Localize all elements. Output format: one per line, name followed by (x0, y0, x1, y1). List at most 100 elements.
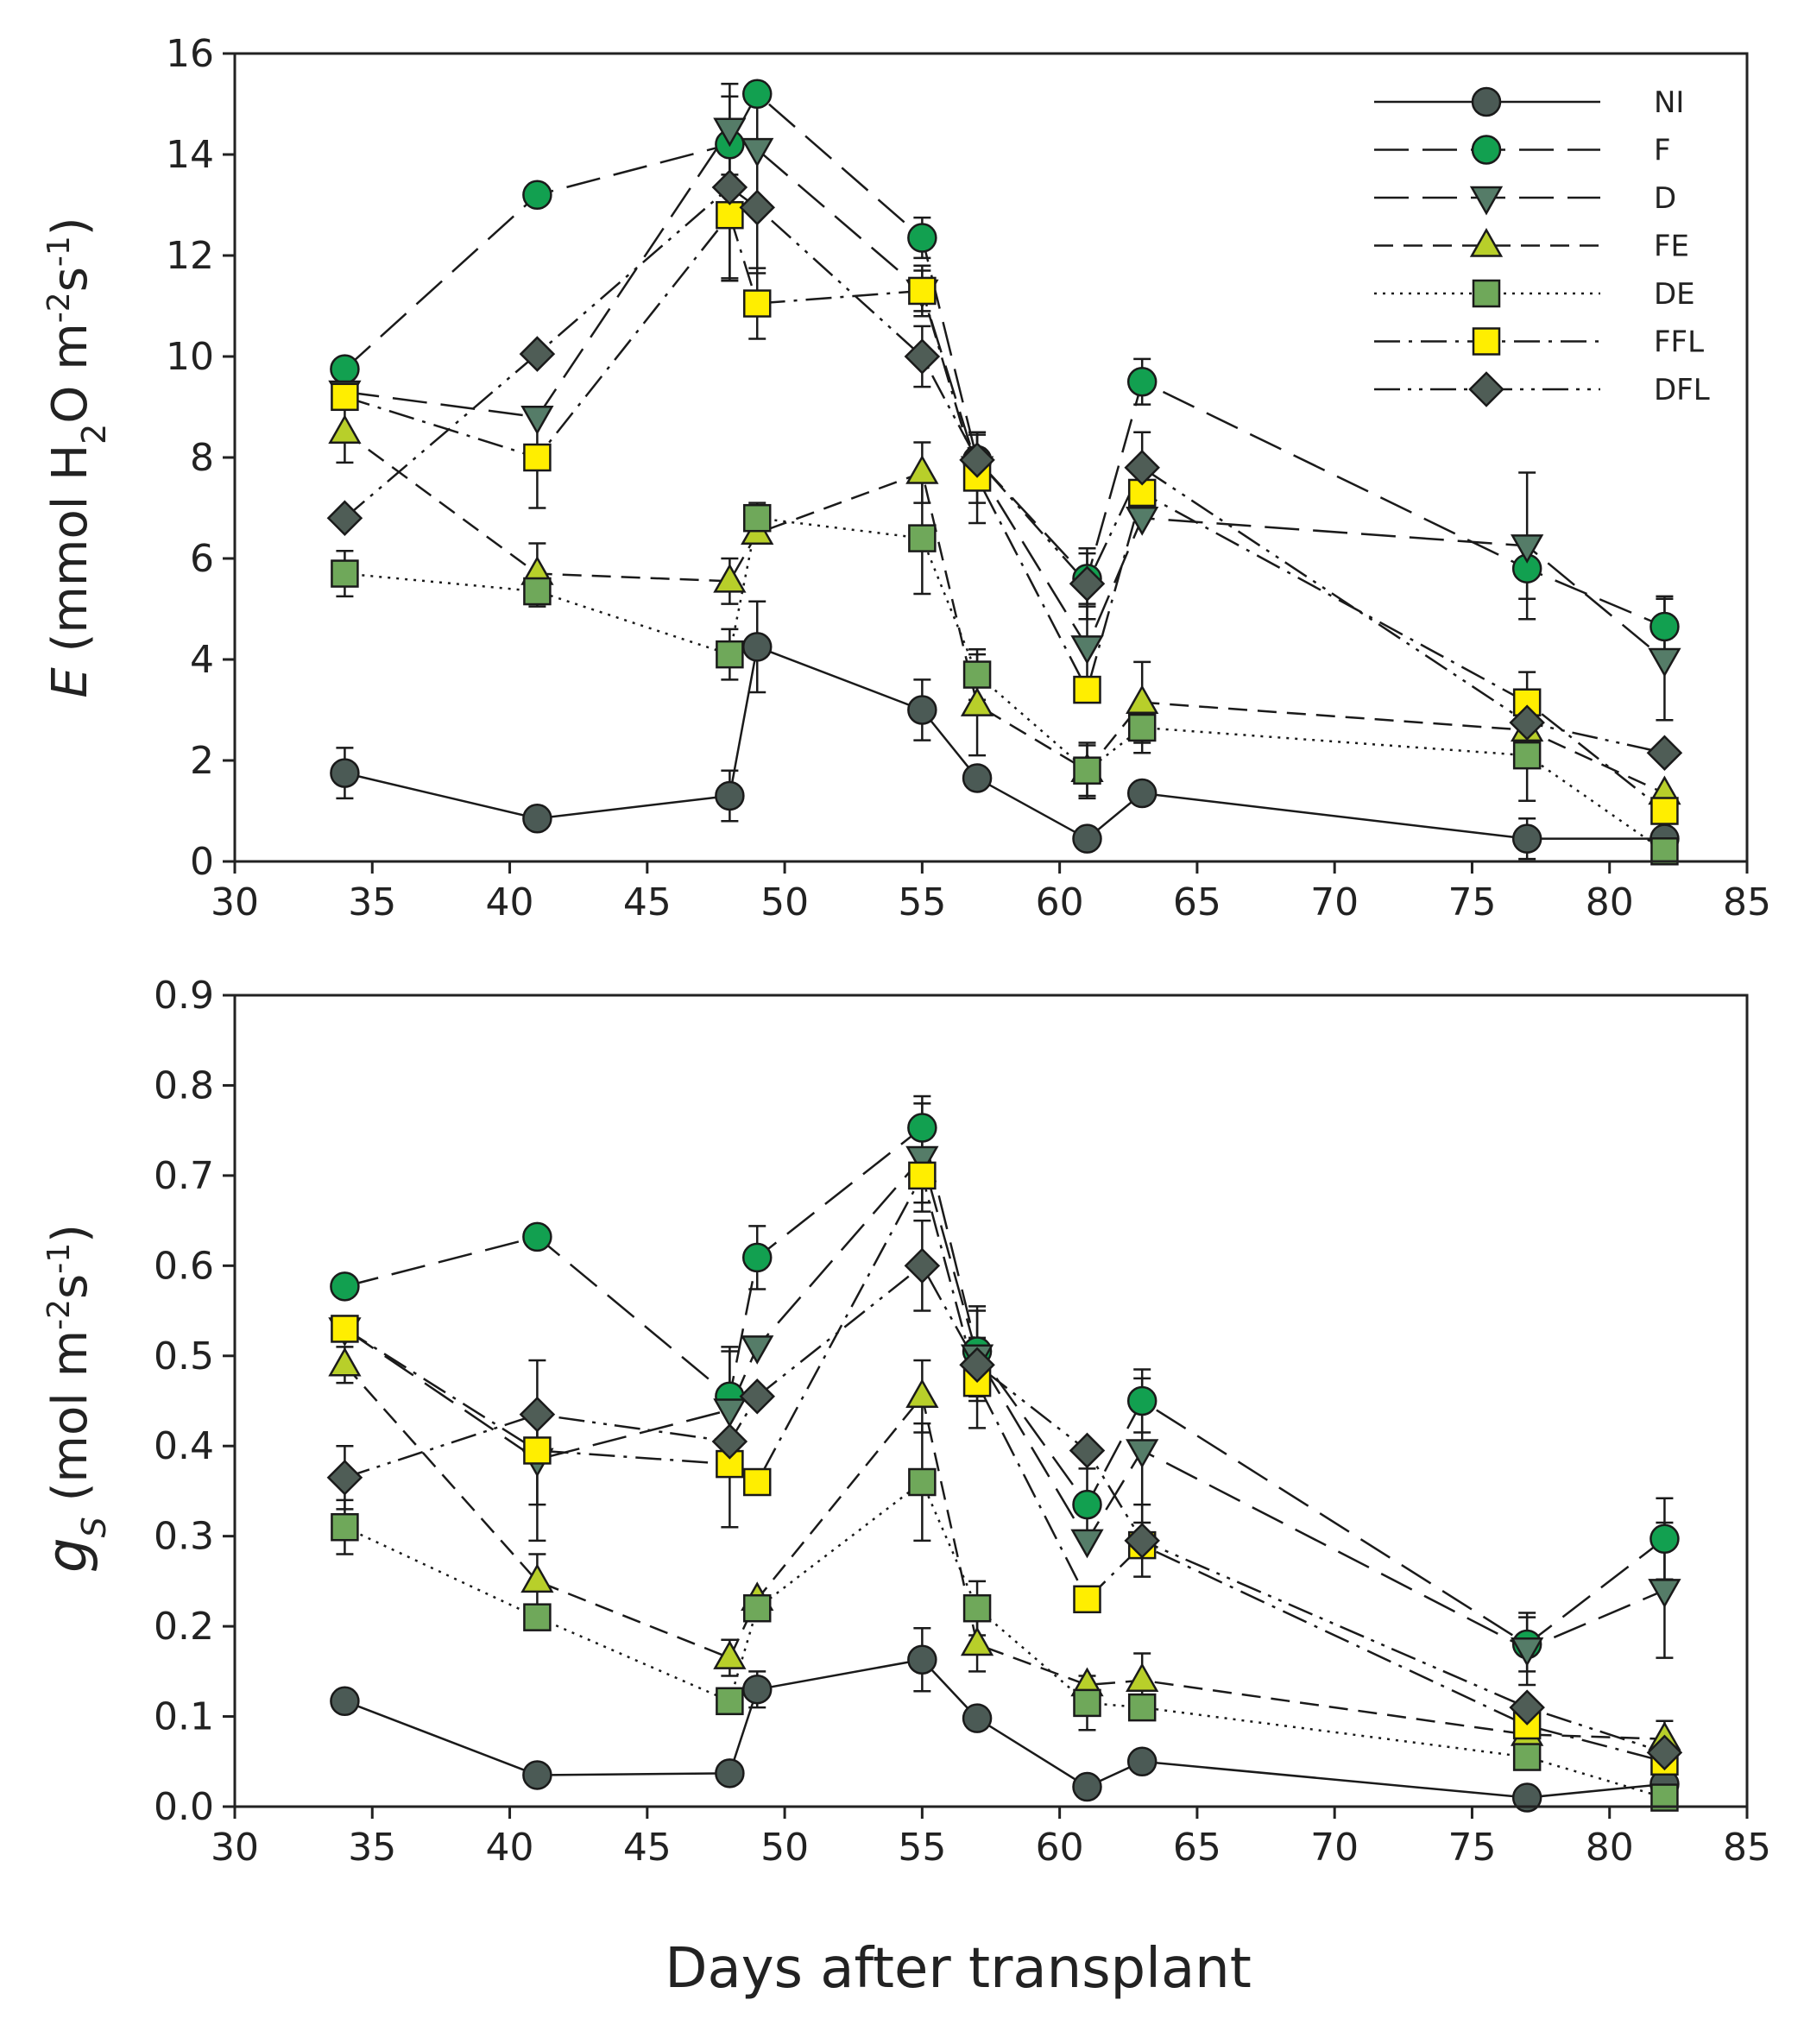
top-point-dfl (1124, 449, 1160, 486)
bottom-series-line-dfl (344, 1264, 1665, 1754)
top-point-dfl (1646, 735, 1683, 771)
top-x-tick-label: 55 (898, 880, 946, 924)
top-point-de (523, 577, 552, 606)
bottom-point-d (713, 1398, 747, 1428)
bottom-point-de (716, 1687, 744, 1716)
bottom-series-line-fe (344, 1364, 1665, 1740)
top-point-de (1650, 837, 1679, 866)
top-point-ni (907, 695, 937, 725)
legend-label-de: DE (1654, 277, 1695, 312)
bottom-point-fe (960, 1626, 994, 1656)
bottom-point-dfl (326, 1460, 363, 1496)
bottom-point-de (1073, 1688, 1101, 1718)
top-y-tick-label: 14 (166, 133, 214, 177)
top-point-ni (1511, 823, 1542, 854)
top-y-tick-label: 4 (190, 638, 214, 682)
bottom-point-f (1072, 1489, 1102, 1520)
bottom-point-d (1648, 1579, 1681, 1608)
top-point-d (741, 137, 774, 167)
bottom-x-tick-label: 45 (623, 1826, 672, 1870)
bottom-y-tick-label: 0.8 (154, 1063, 214, 1107)
top-x-tick-label: 75 (1448, 880, 1496, 924)
bottom-point-ni (962, 1703, 993, 1733)
top-point-ni (715, 780, 745, 811)
bottom-point-dfl (519, 1396, 556, 1433)
top-point-ni (1072, 823, 1102, 854)
bottom-point-fe (713, 1640, 747, 1669)
top-x-tick-label: 70 (1310, 880, 1359, 924)
top-point-ni (1126, 778, 1157, 809)
top-axis-ticks: 30 35 40 45 50 55 60 65 70 75 80 85 0 2 4 6 8 10 12 14 16 (166, 32, 1771, 924)
bottom-x-tick-label: 60 (1036, 1826, 1084, 1870)
top-point-f (907, 223, 937, 253)
top-point-fe (960, 687, 994, 716)
bottom-x-tick-label: 65 (1173, 1826, 1221, 1870)
bottom-point-fe (328, 1347, 362, 1377)
legend-label-ni: NI (1654, 85, 1684, 120)
bottom-series-line-d (344, 1155, 1665, 1650)
top-point-dfl (1069, 565, 1106, 602)
legend-label-d: D (1654, 181, 1676, 216)
bottom-y-tick-label: 0.2 (154, 1605, 214, 1649)
bottom-point-ffl (742, 1467, 772, 1497)
top-point-de (1127, 713, 1157, 742)
bottom-point-dfl (1069, 1432, 1106, 1469)
top-point-ffl (1073, 675, 1101, 704)
bottom-point-f (1126, 1385, 1157, 1416)
bottom-point-dfl (739, 1378, 776, 1415)
bottom-point-fe (905, 1378, 939, 1409)
top-x-tick-label: 50 (760, 880, 809, 924)
top-y-tick-label: 6 (190, 537, 214, 581)
top-x-tick-label: 80 (1586, 880, 1634, 924)
top-point-f (522, 180, 552, 211)
bottom-point-ni (1126, 1746, 1157, 1777)
legend-marker-dfl (1468, 371, 1504, 407)
bottom-point-fe (1126, 1662, 1159, 1693)
legend-marker-f (1471, 135, 1502, 165)
top-x-tick-label: 85 (1723, 880, 1771, 924)
top-point-de (742, 503, 772, 533)
top-y-tick-label: 8 (190, 436, 214, 480)
legend: NI FD FE DE FFL DFL (1374, 85, 1710, 407)
bottom-point-ni (741, 1674, 773, 1705)
bottom-point-ni (907, 1644, 937, 1675)
top-point-de (716, 640, 744, 669)
top-point-dfl (711, 169, 748, 205)
legend-marker-d (1469, 186, 1504, 216)
bottom-point-f (330, 1271, 360, 1302)
bottom-point-ni (1072, 1771, 1102, 1802)
top-series-line-dfl (344, 186, 1665, 754)
top-y-axis-title: E (mmol H2O m-2s-1) (41, 217, 114, 697)
bottom-x-tick-label: 55 (898, 1826, 946, 1870)
bottom-x-tick-label: 50 (760, 1826, 809, 1870)
top-point-ffl (716, 200, 744, 230)
top-point-dfl (959, 442, 995, 478)
bottom-x-tick-label: 40 (486, 1826, 534, 1870)
legend-marker-fe (1469, 227, 1504, 257)
bottom-y-tick-label: 0.7 (154, 1154, 214, 1198)
top-point-fe (1126, 684, 1159, 714)
top-point-d (713, 117, 747, 148)
top-point-de (331, 559, 359, 588)
top-point-dfl (1509, 704, 1545, 741)
bottom-point-f (1649, 1524, 1680, 1555)
top-point-f (1649, 611, 1680, 642)
bottom-x-tick-label: 30 (211, 1826, 259, 1870)
bottom-axis-ticks: 30 35 40 45 50 55 60 65 70 75 80 85 0.0 0.1 0.2 0.3 0.4 0… (154, 974, 1771, 1870)
top-chart-panel: 30 35 40 45 50 55 60 65 70 75 80 85 0 2 4 6 8 10 12 14 16 E … (41, 32, 1772, 924)
bottom-chart-panel: 30 35 40 45 50 55 60 65 70 75 80 85 0.0 0.1 0.2 0.3 0.4 0… (36, 974, 1771, 2001)
bottom-point-ffl (908, 1161, 937, 1190)
top-point-f (741, 79, 773, 110)
top-point-de (1073, 756, 1101, 785)
bottom-point-f (907, 1113, 937, 1143)
top-point-ni (522, 804, 552, 834)
top-point-f (330, 354, 360, 384)
bottom-point-ffl (523, 1436, 552, 1465)
top-x-tick-label: 35 (348, 880, 396, 924)
top-point-ffl (908, 276, 937, 306)
top-point-de (908, 524, 937, 552)
top-y-tick-label: 2 (190, 739, 214, 783)
bottom-series-line-ni (344, 1658, 1665, 1799)
bottom-y-tick-label: 0.0 (154, 1785, 214, 1829)
bottom-point-dfl (1124, 1523, 1160, 1559)
